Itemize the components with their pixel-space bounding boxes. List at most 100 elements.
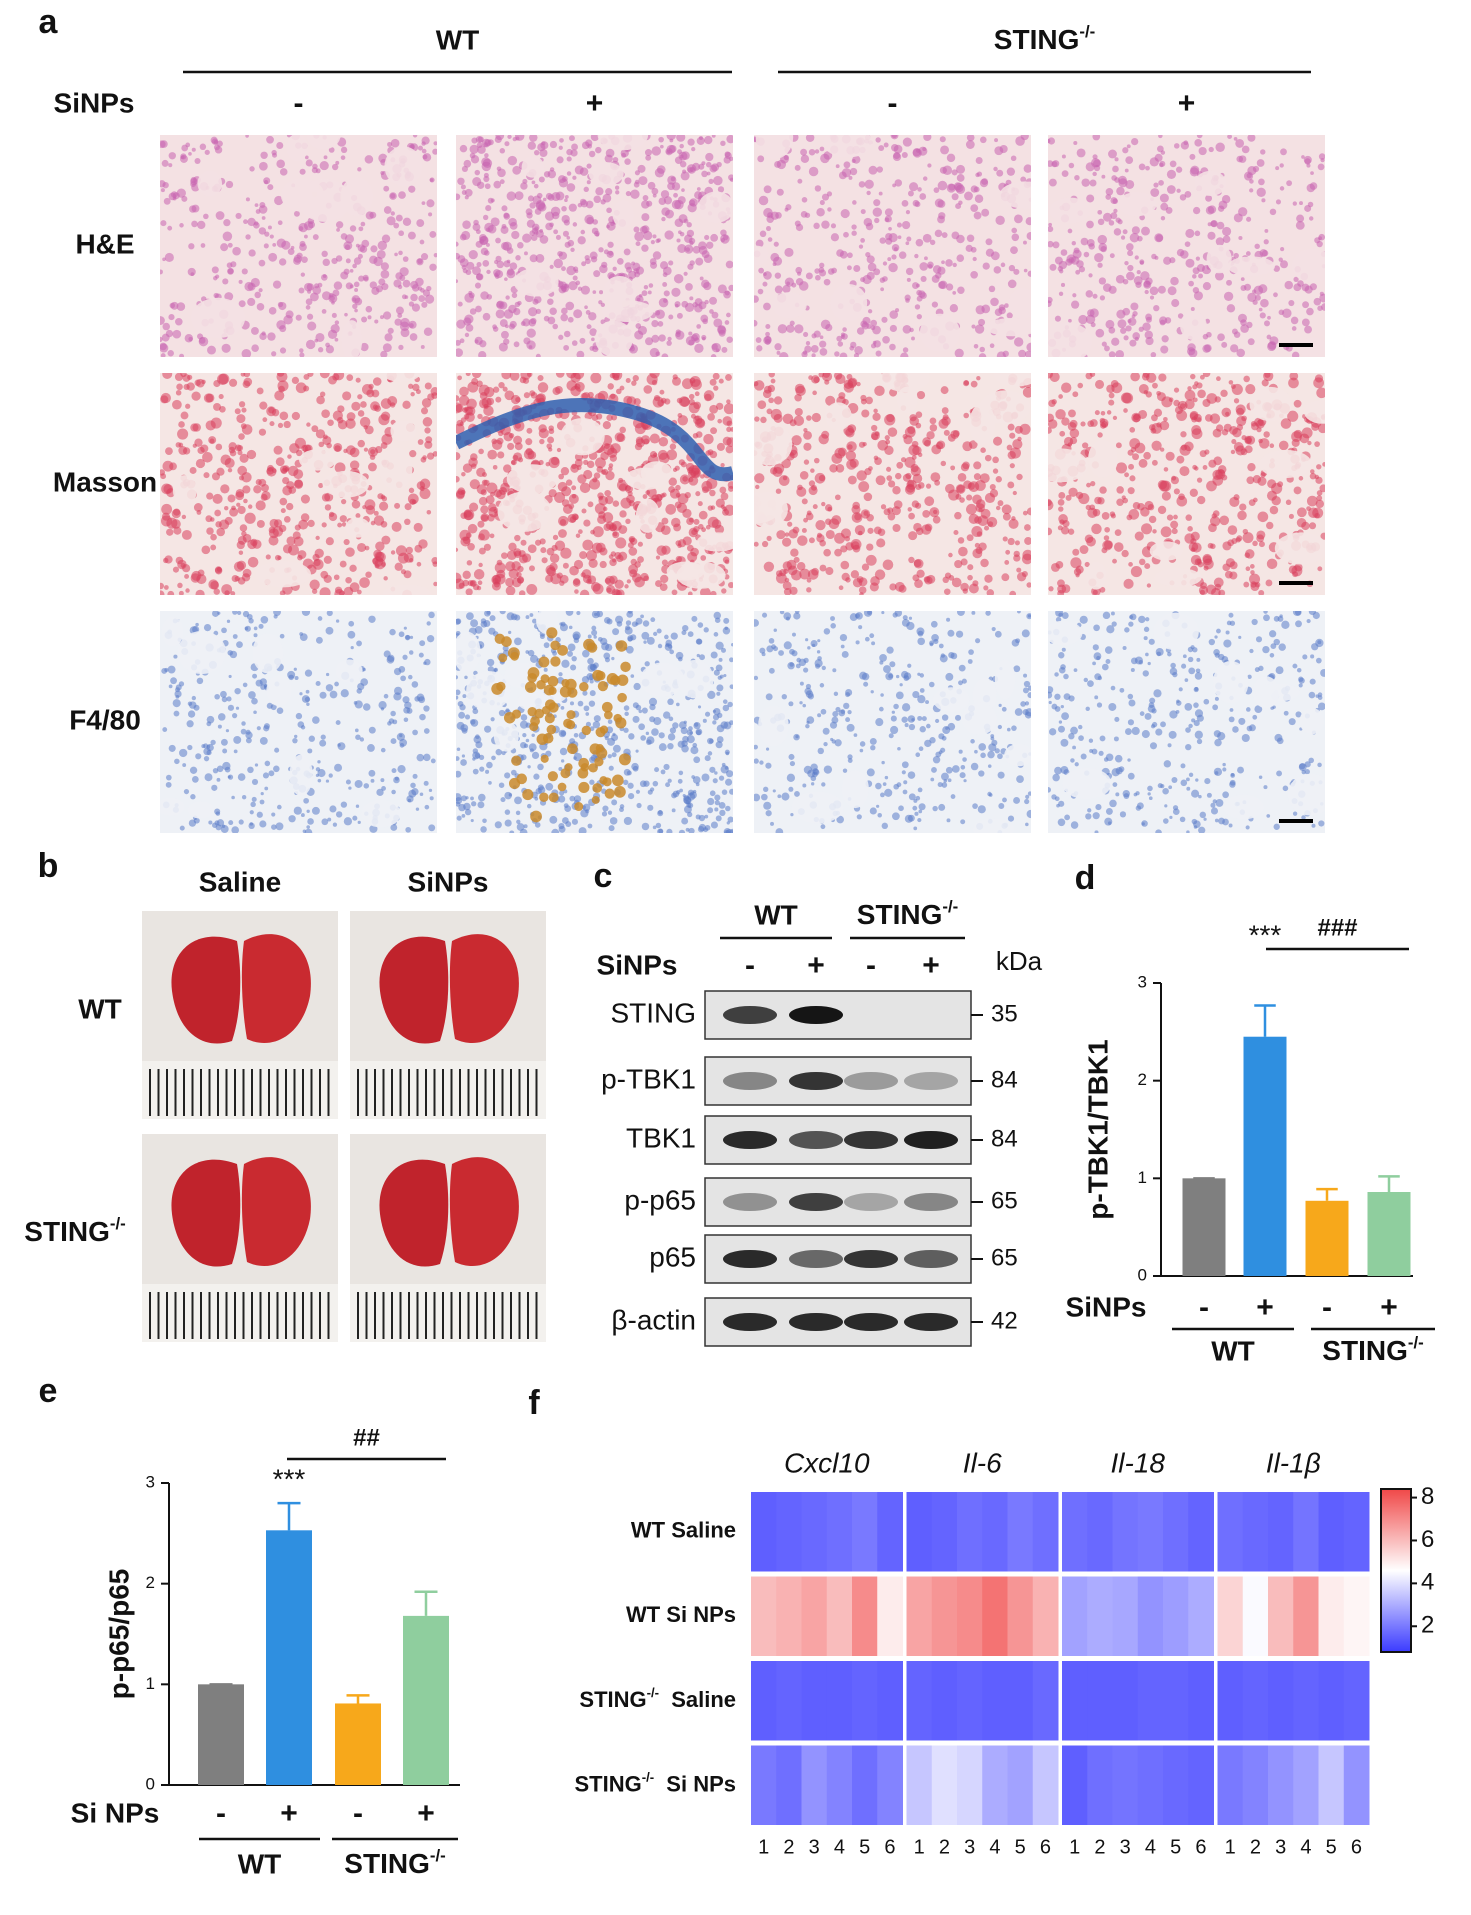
cell [1219, 516, 1229, 526]
cell [229, 379, 237, 387]
cell [1127, 144, 1131, 148]
cell [389, 629, 395, 635]
cell [804, 459, 809, 464]
cell [379, 502, 388, 511]
cell [1123, 229, 1128, 234]
cell [971, 325, 975, 329]
cell [651, 728, 659, 736]
cell [1260, 299, 1269, 308]
cell [1250, 570, 1255, 575]
cell [299, 288, 305, 294]
cell [659, 732, 665, 738]
cell [264, 787, 268, 791]
cell [550, 141, 557, 148]
cell [340, 561, 347, 568]
cell [800, 471, 809, 480]
cell [584, 305, 588, 309]
cell [220, 484, 229, 493]
cell [1203, 465, 1208, 470]
cell [1092, 172, 1096, 176]
cell [1255, 295, 1261, 301]
cell [426, 286, 431, 291]
cell [292, 377, 299, 384]
cell [511, 561, 521, 571]
cell [579, 551, 587, 559]
cell [341, 233, 348, 240]
cell [884, 414, 895, 425]
cell [938, 212, 945, 219]
cell [631, 674, 635, 678]
cell [469, 250, 478, 259]
cell [556, 369, 565, 378]
cell [174, 711, 180, 717]
cell [392, 768, 397, 773]
cell [1114, 228, 1121, 235]
cell [664, 290, 670, 296]
cell [606, 415, 612, 421]
cell [1271, 483, 1282, 494]
cell [1151, 254, 1157, 260]
cell [634, 182, 640, 188]
cell [759, 196, 769, 206]
cell [239, 551, 243, 555]
cell [1014, 215, 1023, 224]
cell [226, 696, 231, 701]
cell [726, 336, 732, 342]
cell [1234, 494, 1240, 500]
cell [710, 790, 716, 796]
cell [167, 226, 172, 231]
cell [166, 775, 172, 781]
cell [307, 371, 313, 377]
cell [581, 200, 588, 207]
cell [872, 413, 880, 421]
cell [1184, 533, 1194, 543]
cell [241, 721, 245, 725]
cell [465, 714, 470, 719]
cell [1180, 250, 1189, 259]
cell [272, 243, 276, 247]
cell [1059, 431, 1065, 437]
cell [312, 716, 320, 724]
cell [678, 230, 682, 234]
cell [1162, 491, 1171, 500]
cell [1069, 163, 1075, 169]
cell [472, 177, 481, 186]
scale-bar [1279, 581, 1313, 585]
cell [1158, 134, 1162, 138]
cell [574, 560, 583, 569]
alveolus [323, 471, 370, 498]
cell [770, 253, 779, 262]
cell [797, 562, 806, 571]
cell [337, 742, 345, 750]
cell [422, 455, 427, 460]
cell [399, 631, 405, 637]
cell [296, 315, 302, 321]
cell [263, 177, 270, 184]
cell [784, 588, 792, 596]
cell [495, 574, 506, 585]
cell [839, 171, 847, 179]
cell [1294, 400, 1302, 408]
cell [693, 415, 702, 424]
cell [383, 343, 392, 352]
cell [261, 616, 269, 624]
cell [713, 778, 718, 783]
cell [1128, 562, 1133, 567]
cell [613, 267, 617, 271]
cell [890, 325, 897, 332]
cell [1002, 504, 1012, 514]
cell [694, 344, 703, 353]
cell [492, 440, 502, 450]
cell [427, 621, 431, 625]
cell [690, 376, 701, 387]
cell [1080, 545, 1089, 554]
cell [505, 809, 510, 814]
cell [859, 245, 863, 249]
cell [626, 620, 631, 625]
cell [1160, 203, 1168, 211]
cell [454, 279, 458, 283]
cell [250, 802, 255, 807]
cell [549, 816, 557, 824]
cell [994, 266, 1002, 274]
cell [1243, 582, 1249, 588]
